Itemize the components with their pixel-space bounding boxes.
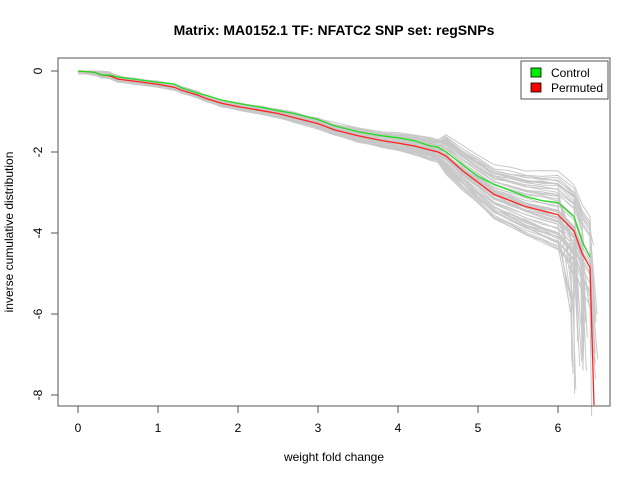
y-tick-label: 0 (31, 67, 45, 74)
y-tick-label: -4 (31, 227, 45, 238)
permutation-curve (77, 71, 571, 234)
permutation-curve (77, 70, 578, 258)
y-axis-label: inverse cumulative distribution (2, 152, 16, 313)
permutation-curve (78, 70, 582, 229)
series-control (77, 70, 591, 258)
permutation-curve (77, 70, 574, 238)
x-tick-label: 1 (155, 421, 162, 435)
legend-box (520, 60, 609, 100)
legend-label-permuted: Permuted (551, 81, 603, 95)
permutation-curve (78, 70, 594, 349)
series-lines (77, 70, 595, 406)
permutation-curve (77, 70, 576, 394)
y-tick-label: -8 (31, 389, 45, 400)
permutation-curve (78, 70, 573, 362)
permutation-curve (78, 70, 575, 326)
permutation-curve (78, 70, 597, 323)
permutation-curve (77, 70, 577, 390)
x-tick-label: 2 (235, 421, 242, 435)
permutation-curve (78, 70, 572, 265)
x-tick-label: 4 (395, 421, 402, 435)
permutation-curve (77, 72, 587, 372)
series-permuted (77, 70, 595, 406)
permutation-curve (77, 71, 585, 371)
permutation-curve (77, 70, 584, 341)
x-axis: 0 1 2 3 4 5 6 (75, 405, 562, 435)
y-tick-label: -2 (31, 146, 45, 157)
x-tick-label: 5 (475, 421, 482, 435)
permutation-curve (77, 72, 579, 336)
permutation-curves (77, 70, 599, 417)
chart-title: Matrix: MA0152.1 TF: NFATC2 SNP set: reg… (174, 22, 495, 38)
permutation-curve (78, 70, 585, 248)
legend-swatch-control (530, 67, 542, 78)
x-tick-label: 6 (555, 421, 562, 435)
permutation-curve (78, 70, 596, 325)
x-tick-label: 3 (315, 421, 322, 435)
permutation-curve (77, 70, 590, 308)
y-axis: 0 -2 -4 -6 -8 (31, 67, 58, 400)
permutation-curve (78, 70, 579, 300)
plot-frame (57, 57, 611, 407)
legend-swatch-permuted (530, 82, 542, 93)
permutation-curve (77, 72, 581, 367)
y-tick-label: -6 (31, 308, 45, 319)
x-tick-label: 0 (75, 421, 82, 435)
x-axis-label: weight fold change (283, 450, 384, 464)
legend: Control Permuted (520, 60, 609, 100)
legend-label-control: Control (551, 66, 590, 80)
permutation-curve (77, 71, 587, 323)
permutation-curve (78, 70, 593, 262)
permutation-curve (77, 72, 574, 374)
permutation-curve (78, 70, 575, 299)
permutation-curve (77, 71, 596, 354)
permutation-curve (77, 73, 576, 296)
